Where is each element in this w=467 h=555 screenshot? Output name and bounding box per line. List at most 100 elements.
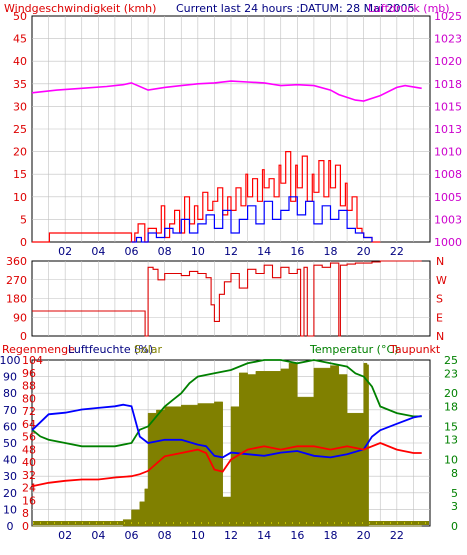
solar-axis-label: Solar	[134, 343, 163, 356]
y-tick-label-rain: 90	[3, 371, 17, 384]
y-tick-label-rain: 50	[3, 437, 17, 450]
y-tick-label-right: 1013	[434, 123, 462, 136]
y-tick-label-right: W	[436, 274, 447, 287]
y-tick-label-humidity: 80	[22, 392, 36, 405]
pressure-axis-label: Luftdruck (mb)	[368, 2, 450, 15]
y-tick-label-rain: 60	[3, 420, 17, 433]
pressure-series-line	[31, 80, 422, 102]
y-tick-label-right: 1005	[434, 191, 462, 204]
x-tick-label: 14	[257, 245, 271, 258]
y-tick-label-left: 10	[13, 191, 27, 204]
temperature-series-line	[31, 359, 422, 448]
x-tick-label: 04	[91, 245, 105, 258]
y-tick-label-humidity: 8	[22, 507, 29, 520]
y-tick-label-right: 10	[444, 454, 458, 467]
y-tick-label-right: 13	[444, 434, 458, 447]
x-tick-label: 16	[290, 245, 304, 258]
x-tick-label: 06	[125, 245, 139, 258]
x-tick-label: 18	[324, 529, 338, 542]
y-tick-label-rain: 40	[3, 454, 17, 467]
y-tick-label-right: 20	[444, 387, 458, 400]
y-tick-label-right: 1000	[434, 236, 462, 249]
y-tick-label-left: 40	[13, 55, 27, 68]
x-tick-label: 22	[390, 245, 404, 258]
y-tick-label-right: 1008	[434, 168, 462, 181]
y-tick-label-left: 45	[13, 33, 27, 46]
chart-title: Current last 24 hours :DATUM: 28 Mai 200…	[176, 2, 414, 15]
y-tick-label-left: 5	[20, 213, 27, 226]
y-tick-label-rain: 20	[3, 487, 17, 500]
y-tick-label-right: 18	[444, 400, 458, 413]
wind-axis-label: Windgeschwindigkeit (kmh)	[4, 2, 156, 15]
x-tick-label: 10	[191, 245, 205, 258]
wind-direction-series-line	[32, 260, 422, 337]
y-tick-label-left: 25	[13, 123, 27, 136]
x-tick-label: 20	[357, 529, 371, 542]
y-tick-label-right: 1018	[434, 78, 462, 91]
y-tick-label-right: S	[436, 293, 443, 306]
y-tick-label-right: 8	[451, 467, 458, 480]
y-tick-label-left: 30	[13, 100, 27, 113]
gust-series-line	[131, 196, 373, 243]
y-tick-label-left: 90	[13, 311, 27, 324]
y-tick-label-left: 270	[6, 274, 27, 287]
y-tick-label-right: 1003	[434, 213, 462, 226]
y-tick-label-humidity: 48	[22, 443, 36, 456]
x-tick-label: 02	[58, 245, 72, 258]
y-tick-label-right: 3	[451, 500, 458, 513]
x-tick-label: 22	[390, 529, 404, 542]
dewpoint-axis-label: Taupunkt	[389, 343, 441, 356]
solar-series-area	[32, 362, 422, 527]
y-tick-label-right: 15	[444, 420, 458, 433]
y-tick-label-left: 360	[6, 255, 27, 268]
x-tick-label: 04	[91, 529, 105, 542]
dewpoint-series-line	[31, 442, 422, 488]
x-tick-label: 10	[191, 529, 205, 542]
y-tick-label-right: 0	[451, 520, 458, 533]
x-tick-label: 18	[324, 245, 338, 258]
y-tick-label-right: E	[436, 311, 443, 324]
y-tick-label-right: 25	[444, 354, 458, 367]
y-tick-label-humidity: 72	[22, 405, 36, 418]
x-tick-label: 16	[290, 529, 304, 542]
y-tick-label-humidity: 16	[22, 494, 36, 507]
rain-axis-label: Regenmenge	[2, 343, 75, 356]
y-tick-label-right: 5	[451, 487, 458, 500]
y-tick-label-right: 1023	[434, 33, 462, 46]
y-tick-label-left: 20	[13, 146, 27, 159]
y-tick-label-right: 1020	[434, 55, 462, 68]
y-tick-label-right: 1025	[434, 10, 462, 23]
y-tick-label-right: N	[436, 255, 444, 268]
humidity-axis-label: Luftfeuchte (%)	[68, 343, 153, 356]
x-tick-label: 14	[257, 529, 271, 542]
y-tick-label-rain: 70	[3, 404, 17, 417]
x-tick-label: 06	[125, 529, 139, 542]
y-tick-label-humidity: 32	[22, 469, 36, 482]
y-tick-label-right: N	[436, 330, 444, 343]
y-tick-label-left: 180	[6, 293, 27, 306]
temp-humidity-panel: 0102030405060708090100081624324048566472…	[0, 354, 458, 542]
y-tick-label-left: 35	[13, 78, 27, 91]
y-tick-label-right: 1010	[434, 146, 462, 159]
y-tick-label-right: 23	[444, 367, 458, 380]
x-tick-label: 20	[357, 245, 371, 258]
y-tick-label-left: 50	[13, 10, 27, 23]
temperature-axis-label: Temperatur (°C)	[309, 343, 398, 356]
y-tick-label-humidity: 88	[22, 380, 36, 393]
x-tick-label: 02	[58, 529, 72, 542]
y-tick-label-rain: 10	[3, 503, 17, 516]
rain-baseline	[33, 521, 429, 525]
y-tick-label-rain: 0	[7, 520, 14, 533]
y-tick-label-right: 1015	[434, 100, 462, 113]
y-tick-label-humidity: 104	[22, 354, 43, 367]
wind-pressure-panel: 0510152025303540455010001003100510081010…	[13, 10, 462, 258]
y-tick-label-rain: 100	[0, 354, 21, 367]
x-tick-label: 08	[158, 245, 172, 258]
y-tick-label-left: 0	[20, 330, 27, 343]
y-tick-label-humidity: 24	[22, 482, 36, 495]
x-tick-label: 08	[158, 529, 172, 542]
y-tick-label-humidity: 0	[22, 520, 29, 533]
y-tick-label-humidity: 40	[22, 456, 36, 469]
